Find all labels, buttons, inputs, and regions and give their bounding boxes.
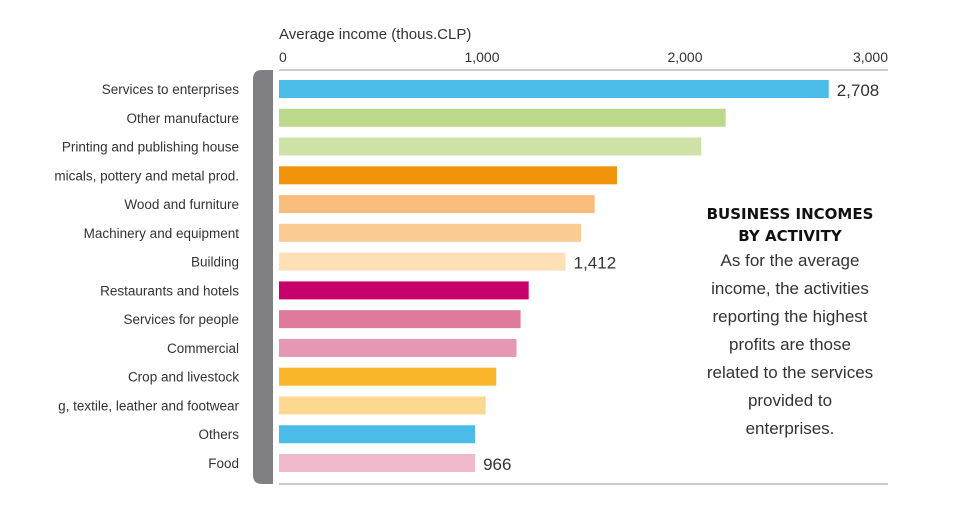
bar: [279, 425, 476, 444]
category-label: Printing and publishing house: [62, 140, 239, 155]
side-panel-body: As for the average income, the activitie…: [706, 251, 874, 438]
category-label: Others: [198, 427, 239, 442]
category-label: Machinery and equipment: [84, 226, 240, 241]
bar: [279, 108, 726, 127]
side-panel-title: BUSINESS INCOMES BY ACTIVITY: [706, 205, 874, 245]
bar: [279, 310, 521, 329]
category-label: Wood and furniture: [124, 197, 239, 212]
x-tick-label: 0: [279, 49, 287, 65]
category-label: Other manufacture: [126, 111, 239, 126]
data-labels: 2,708 1,412 966: [483, 81, 879, 474]
bar: [279, 396, 486, 415]
data-label: 2,708: [837, 81, 880, 100]
bar: [279, 252, 566, 271]
category-label: Services for people: [123, 312, 239, 327]
side-panel: BUSINESS INCOMES BY ACTIVITY As for the …: [690, 203, 890, 443]
x-axis-title: Average income (thous.CLP): [279, 26, 471, 43]
category-label: Restaurants and hotels: [100, 283, 239, 298]
x-tick-label: 1,000: [464, 49, 499, 65]
category-label: Commercial: [167, 341, 239, 356]
category-label: micals, pottery and metal prod.: [54, 168, 239, 183]
bar: [279, 281, 529, 300]
bar: [279, 223, 582, 242]
bar: [279, 80, 829, 98]
bar: [279, 166, 617, 185]
data-label: 966: [483, 455, 511, 474]
x-tick-label: 2,000: [667, 49, 702, 65]
axis-bracket: [253, 70, 273, 484]
category-labels: Services to enterprises Other manufacture…: [54, 82, 239, 471]
category-label: g, textile, leather and footwear: [58, 398, 239, 413]
x-tick-labels: 0 1,000 2,000 3,000: [279, 49, 888, 65]
bar: [279, 454, 476, 473]
bars: [279, 80, 829, 473]
category-label: Crop and livestock: [128, 370, 239, 385]
category-label: Services to enterprises: [102, 82, 240, 97]
category-label: Food: [208, 456, 239, 471]
bar: [279, 137, 702, 156]
data-label: 1,412: [574, 254, 617, 273]
bar: [279, 338, 517, 357]
x-tick-label: 3,000: [853, 49, 888, 65]
bar: [279, 195, 595, 214]
bar: [279, 367, 497, 386]
category-label: Building: [191, 255, 239, 270]
